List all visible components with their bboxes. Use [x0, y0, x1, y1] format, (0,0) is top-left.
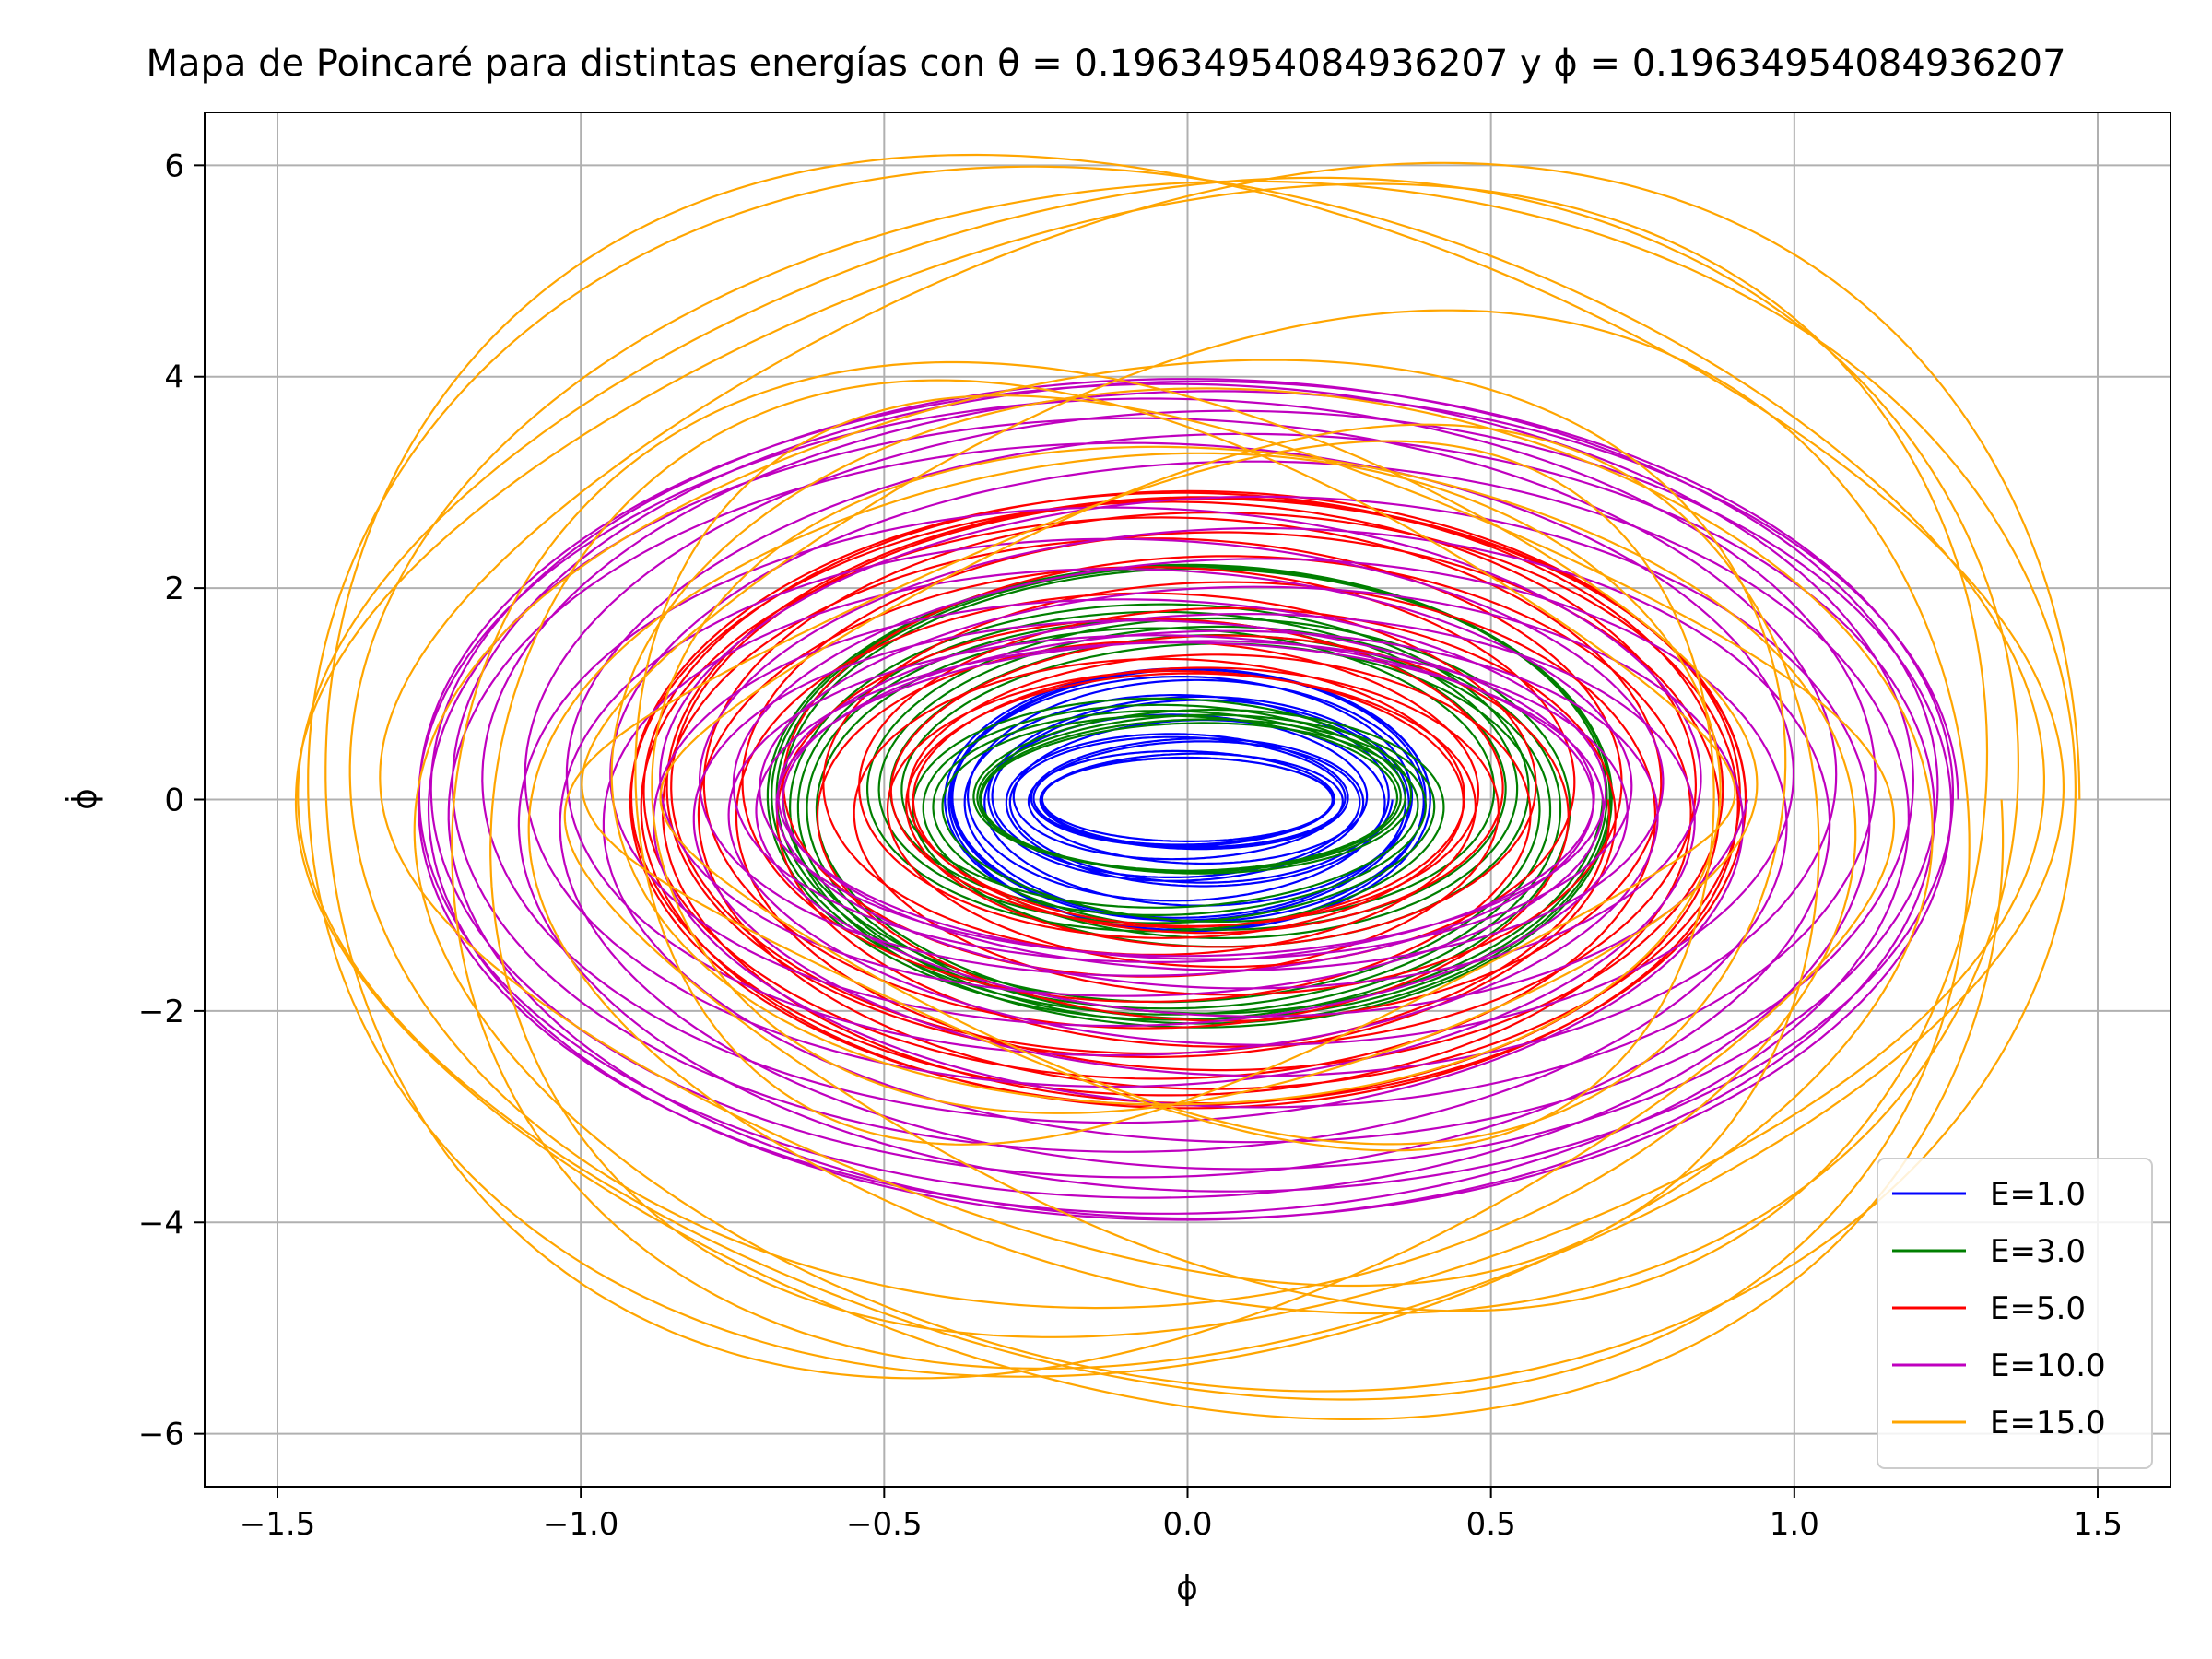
x-tick-label: −1.0 — [543, 1506, 619, 1543]
legend: E=1.0 E=3.0 E=5.0 E=10.0 E=15.0 — [1877, 1158, 2153, 1469]
y-axis-title: ϕ̇ — [64, 788, 104, 810]
y-tick-label: −4 — [138, 1205, 184, 1241]
legend-entry: E=5.0 — [1990, 1290, 2086, 1327]
y-tick-label: 0 — [164, 782, 184, 819]
y-tick-label: 2 — [164, 571, 184, 607]
series-line-E=5.0 — [629, 489, 1747, 1110]
legend-entry: E=15.0 — [1990, 1405, 2106, 1441]
y-axis: −6 −4 −2 0 2 4 6 — [138, 147, 205, 1453]
x-axis: −1.5 −1.0 −0.5 0.0 0.5 1.0 1.5 — [240, 1487, 2123, 1543]
chart-title: Mapa de Poincaré para distintas energías… — [146, 42, 2065, 85]
x-axis-title: ϕ — [1176, 1570, 1198, 1607]
x-tick-label: −0.5 — [846, 1506, 923, 1543]
series-layer — [294, 153, 2081, 1420]
x-tick-label: 0.5 — [1466, 1506, 1516, 1543]
legend-box — [1877, 1158, 2153, 1469]
y-tick-label: 4 — [164, 359, 184, 396]
legend-entry: E=1.0 — [1990, 1176, 2086, 1213]
x-tick-label: 1.5 — [2073, 1506, 2123, 1543]
x-tick-label: 0.0 — [1162, 1506, 1212, 1543]
x-tick-label: 1.0 — [1770, 1506, 1819, 1543]
legend-entry: E=3.0 — [1990, 1233, 2086, 1270]
x-tick-label: −1.5 — [240, 1506, 316, 1543]
y-tick-label: −6 — [138, 1417, 184, 1453]
legend-entry: E=10.0 — [1990, 1347, 2106, 1384]
y-tick-label: −2 — [138, 994, 184, 1030]
grid-lines — [205, 112, 2171, 1487]
series-line-E=10.0 — [417, 378, 1959, 1221]
y-tick-label: 6 — [164, 147, 184, 184]
series-line-E=15.0 — [294, 153, 2081, 1420]
series-line-E=1.0 — [944, 666, 1431, 933]
